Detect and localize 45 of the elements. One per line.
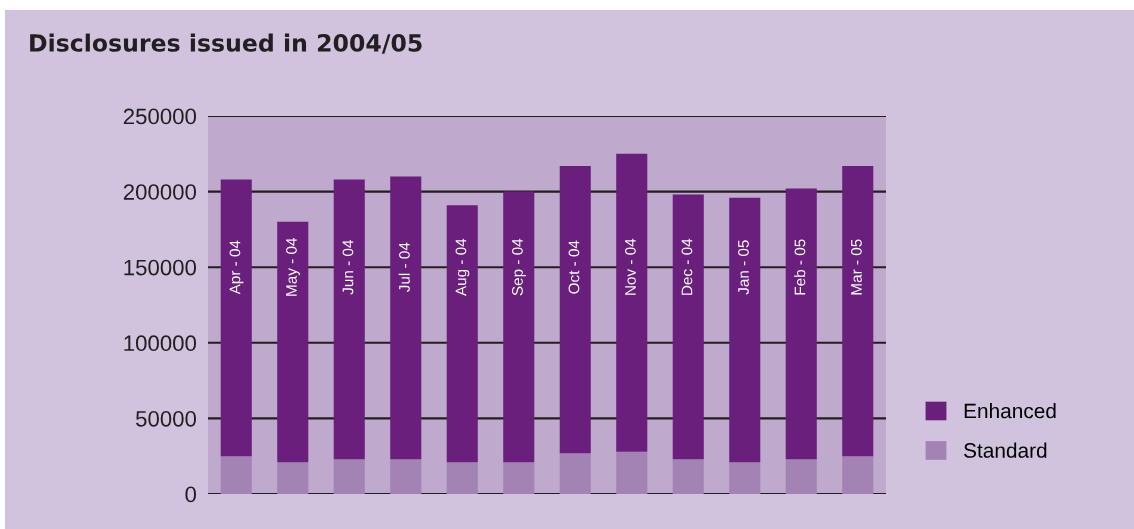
- bar: [842, 456, 874, 494]
- x-tick-label: Jan - 05: [738, 240, 749, 295]
- x-tick-label: Feb - 05: [794, 239, 806, 295]
- bar: [277, 221, 309, 463]
- bar: [559, 165, 591, 454]
- y-tick-label: 100000: [124, 335, 197, 352]
- bar: [390, 459, 422, 494]
- bar: [503, 191, 535, 463]
- x-tick-label: Apr - 04: [229, 240, 244, 295]
- bar: [785, 188, 817, 460]
- bar: [446, 205, 478, 463]
- bar: [220, 179, 252, 457]
- x-tick-label: Nov - 04: [625, 238, 636, 295]
- x-tick-label: Dec - 04: [681, 238, 693, 295]
- chart-title: Disclosures issued in 2004/05: [30, 33, 422, 54]
- x-tick-label: May - 04: [286, 237, 300, 296]
- x-tick-label: Sep - 04: [512, 238, 526, 296]
- y-tick-label: 200000: [123, 184, 197, 200]
- bar: [277, 462, 309, 494]
- x-tick-label: Mar - 05: [851, 239, 862, 295]
- y-tick-label: 0: [185, 486, 197, 503]
- bar: [559, 453, 591, 494]
- y-tick-label: 150000: [124, 259, 197, 276]
- x-tick-label: Aug - 04: [455, 238, 470, 297]
- bar: [616, 153, 648, 452]
- y-tick-label: 50000: [135, 410, 197, 427]
- bar: [333, 179, 365, 460]
- bar: [785, 459, 817, 494]
- bar: [390, 176, 422, 460]
- bar: [842, 165, 874, 457]
- bar: [333, 459, 365, 494]
- legend-label: Enhanced: [964, 403, 1056, 419]
- x-tick-label: Jun - 04: [342, 240, 354, 295]
- x-tick-label: Oct - 04: [568, 240, 580, 294]
- bar: [503, 462, 535, 494]
- bar: [672, 459, 704, 494]
- bar: [220, 456, 252, 494]
- bar: [672, 194, 704, 460]
- bar: [446, 462, 478, 494]
- legend-label: Standard: [964, 442, 1047, 458]
- x-tick-label: Jul - 04: [398, 242, 410, 293]
- bar: [616, 451, 648, 494]
- y-tick-label: 250000: [123, 108, 197, 125]
- bar: [729, 462, 761, 494]
- bar: [729, 197, 761, 463]
